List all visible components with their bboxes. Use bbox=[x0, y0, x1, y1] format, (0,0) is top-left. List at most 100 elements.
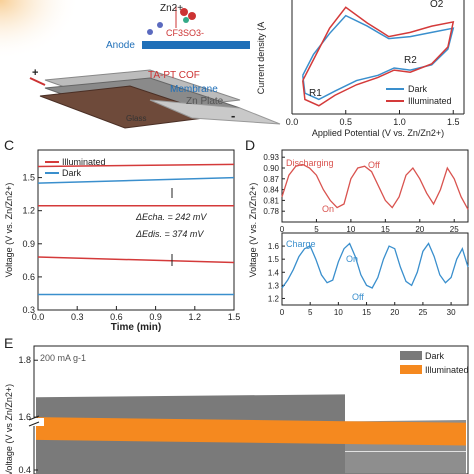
charge-on-label: On bbox=[346, 254, 358, 264]
panel-d-x-tick-label: 0 bbox=[280, 225, 285, 234]
panel-b-x-tick-label: 1.5 bbox=[447, 117, 460, 127]
ion-dot bbox=[183, 17, 189, 23]
panel-d-x-tick-label: 20 bbox=[415, 225, 424, 234]
annotation-r1: R1 bbox=[309, 88, 322, 99]
ion-cf3-label: CF3SO3- bbox=[166, 28, 204, 38]
membrane-label: Membrane bbox=[170, 84, 218, 95]
panel-b-ylabel: Current density (A bbox=[256, 22, 266, 95]
panel-d-y-tick-label: 1.4 bbox=[268, 268, 280, 277]
voltage-line-dark-1 bbox=[37, 176, 235, 184]
panel-c-ylabel: Voltage (V vs. Zn/Zn2+) bbox=[4, 183, 14, 278]
panel-d-x-tick-label: 5 bbox=[314, 225, 319, 234]
ion-dot bbox=[180, 8, 188, 16]
annotation-r2: R2 bbox=[404, 55, 417, 66]
annotation-o2: O2 bbox=[430, 0, 444, 10]
panel-d-x-tick-label: 5 bbox=[308, 308, 313, 317]
panel-d-y-tick-label: 1.3 bbox=[268, 281, 280, 290]
discharge-on-label: On bbox=[322, 204, 334, 214]
charge-off-label: Off bbox=[352, 292, 364, 302]
panel-b-cv: Current density (A Applied Potential (V … bbox=[256, 0, 465, 138]
voltage-line-illuminated-0 bbox=[37, 163, 235, 168]
panel-a-schematic: Zn2+ CF3SO3- Anode + - TA-PT COF Membran… bbox=[0, 0, 281, 129]
illuminated-lower-band bbox=[36, 428, 466, 438]
minus-sign: - bbox=[231, 108, 235, 123]
anode-label: Anode bbox=[106, 40, 135, 51]
legend-illuminated-label: Illuminated bbox=[408, 96, 452, 106]
panel-b-x-tick-label: 0.5 bbox=[339, 117, 352, 127]
panel-c-xlabel: Time (min) bbox=[111, 322, 161, 333]
panel-d-x-tick-label: 25 bbox=[450, 225, 459, 234]
legend-illuminated-label: Illuminated bbox=[425, 365, 469, 375]
charge-label: Charge bbox=[286, 239, 316, 249]
panel-d-y-tick-label: 1.5 bbox=[268, 255, 280, 264]
panel-d-top-frame bbox=[281, 149, 469, 223]
zn-plate-label: Zn Plate bbox=[186, 96, 224, 107]
panel-e-y-tick-label: 0.4 bbox=[18, 465, 31, 474]
panel-d-ylabel: Voltage (V vs. Zn/Zn2+) bbox=[248, 183, 258, 278]
panel-e-y-tick-label: 1.8 bbox=[18, 355, 31, 365]
panel-e-ylabel: Voltage (V vs Zn/Zn2+) bbox=[4, 384, 14, 474]
cof-label: TA-PT COF bbox=[148, 70, 200, 81]
panel-d-y-tick-label: 0.84 bbox=[263, 186, 279, 195]
panel-d-cycles: D Voltage (V vs. Zn/Zn2+) 0 5 10 15 20 25 0.78… bbox=[245, 137, 469, 317]
dark-lower-band-tail bbox=[345, 452, 466, 474]
axis-break-gap bbox=[30, 418, 44, 426]
panel-b-x-tick-label: 1.0 bbox=[393, 117, 406, 127]
panel-b-x-tick-label: 0.0 bbox=[286, 117, 299, 127]
panel-d-y-tick-label: 0.87 bbox=[263, 175, 279, 184]
ion-dot bbox=[147, 29, 153, 35]
panel-e-frame bbox=[33, 345, 469, 474]
panel-d-y-tick-label: 1.6 bbox=[268, 242, 280, 251]
legend-dark-label: Dark bbox=[62, 168, 82, 178]
panel-d-x-tick-label: 30 bbox=[447, 308, 456, 317]
panel-c-x-tick-label: 1.2 bbox=[189, 312, 202, 322]
current-density-label: 200 mA g-1 bbox=[40, 353, 86, 363]
delta-e-charge: ΔEcha. = 242 mV bbox=[135, 212, 207, 222]
panel-e-letter: E bbox=[4, 335, 13, 351]
panel-d-x-tick-label: 0 bbox=[280, 308, 285, 317]
legend-dark-swatch bbox=[400, 351, 422, 360]
panel-c-x-tick-label: 0.9 bbox=[149, 312, 162, 322]
delta-e-discharge: ΔEdis. = 374 mV bbox=[135, 229, 204, 239]
discharging-label: Discharging bbox=[286, 158, 334, 168]
panel-d-y-tick-label: 0.90 bbox=[263, 164, 279, 173]
voltage-line-illuminated-3 bbox=[37, 256, 235, 264]
panel-d-x-tick-label: 10 bbox=[346, 225, 355, 234]
zn-plate-tab bbox=[149, 99, 281, 125]
panel-c-y-tick-label: 1.2 bbox=[22, 206, 35, 216]
cv-curve-dark bbox=[302, 14, 455, 101]
panel-d-x-tick-label: 25 bbox=[418, 308, 427, 317]
light-glow bbox=[0, 0, 80, 60]
ion-zn-label: Zn2+ bbox=[160, 3, 183, 14]
charge-curve bbox=[281, 242, 469, 289]
dark-lower-band bbox=[36, 446, 345, 474]
panel-c-letter: C bbox=[4, 137, 14, 153]
legend-illuminated-label: Illuminated bbox=[62, 157, 106, 167]
discharge-curve bbox=[281, 163, 469, 210]
panel-c-x-tick-label: 0.0 bbox=[32, 312, 45, 322]
panel-d-y-tick-label: 0.78 bbox=[263, 207, 279, 216]
panel-e-y-tick-label: 1.6 bbox=[18, 412, 31, 422]
panel-c-y-tick-label: 0.3 bbox=[22, 305, 35, 315]
anode-bar bbox=[142, 41, 250, 49]
legend-illuminated-swatch bbox=[400, 365, 422, 374]
glass-label: Glass bbox=[126, 114, 146, 123]
positive-wire bbox=[29, 77, 46, 86]
panel-c-y-tick-label: 0.6 bbox=[22, 272, 35, 282]
panel-c-y-tick-label: 0.9 bbox=[22, 239, 35, 249]
panel-c-x-tick-label: 0.6 bbox=[110, 312, 123, 322]
panel-d-y-tick-label: 1.2 bbox=[268, 294, 280, 303]
panel-c-y-tick-label: 1.5 bbox=[22, 173, 35, 183]
panel-d-x-tick-label: 15 bbox=[362, 308, 371, 317]
panel-d-bottom-frame bbox=[281, 232, 469, 306]
panel-d-y-tick-label: 0.93 bbox=[263, 153, 279, 162]
legend-dark-label: Dark bbox=[408, 84, 428, 94]
ion-dot bbox=[157, 22, 163, 28]
panel-d-x-tick-label: 10 bbox=[334, 308, 343, 317]
panel-d-letter: D bbox=[245, 137, 255, 153]
panel-d-x-tick-label: 15 bbox=[381, 225, 390, 234]
panel-c-x-tick-label: 1.5 bbox=[228, 312, 241, 322]
cv-curve-illuminated bbox=[302, 6, 455, 107]
panel-c-voltage: C Voltage (V vs. Zn/Zn2+) Time (min) 0.0… bbox=[4, 137, 240, 333]
